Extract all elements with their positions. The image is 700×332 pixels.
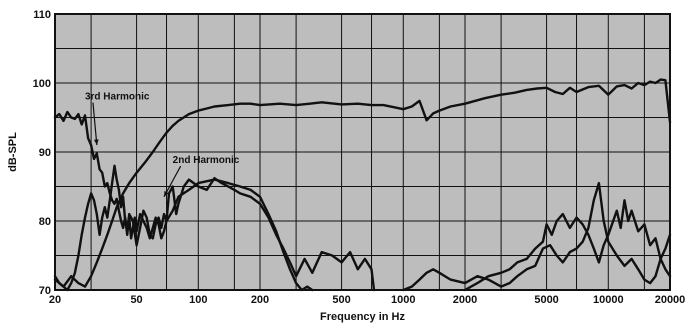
annotation-label-1: 3rd Harmonic [85,92,150,103]
y-tick-label: 110 [33,9,51,21]
annotation-arrowhead-2 [163,190,169,197]
annotation-arrow-2 [163,165,182,198]
x-tick-label: 20 [49,294,61,306]
y-tick-label: 90 [39,147,51,159]
series-line-5 [463,199,672,292]
series-line-1 [53,78,672,288]
plot-frame [54,13,671,291]
tick-labels: 20 50 100 200 500 1000 2000 5000 10000 20000 70 80 9… [33,9,686,306]
y-tick-label: 100 [33,78,51,90]
annotation-label-2: 2nd Harmonic [173,155,240,166]
annotation-arrowhead-1 [94,139,99,146]
annotation-arrow-1 [92,102,98,146]
x-tick-label: 100 [189,294,207,306]
annotations: 3rd Harmonic 2nd Harmonic [85,92,240,198]
x-tick-label: 5000 [534,294,558,306]
series-line-4 [402,181,672,292]
x-tick-label: 50 [130,294,142,306]
y-tick-label: 70 [39,285,51,297]
data-series [53,78,672,292]
y-axis-label: dB-SPL [7,132,19,172]
y-tick-label: 80 [39,216,51,228]
x-tick-label: 200 [251,294,269,306]
x-axis-label: Frequency in Hz [320,311,405,323]
x-tick-label: 10000 [593,294,624,306]
x-tick-label: 20000 [655,294,686,306]
x-tick-label: 500 [332,294,350,306]
x-tick-label: 1000 [391,294,415,306]
x-tick-label: 2000 [453,294,477,306]
series-line-3 [53,164,376,292]
